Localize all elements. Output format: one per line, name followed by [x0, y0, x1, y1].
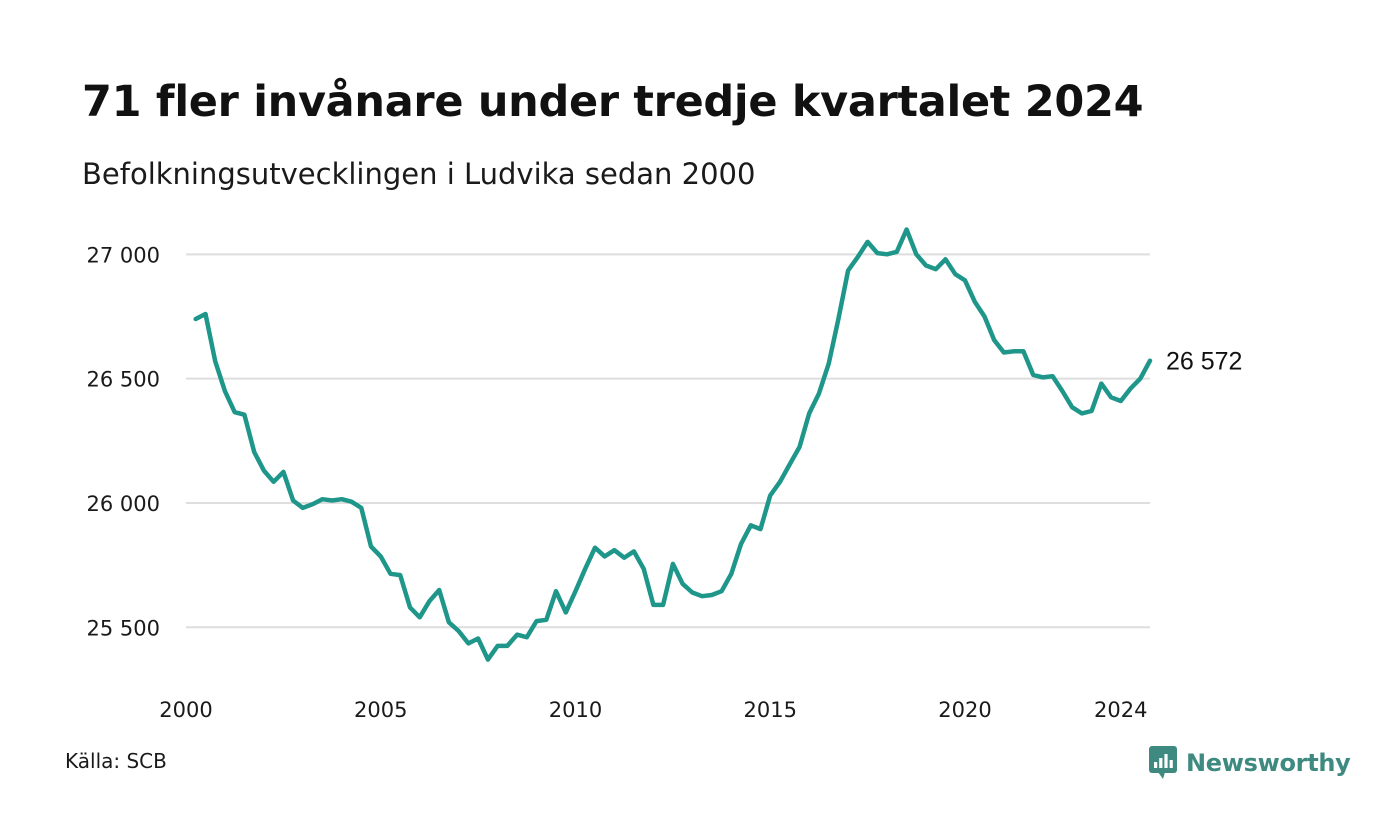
chart-title: 71 fler invånare under tredje kvartalet …	[82, 77, 1144, 127]
end-value-label: 26 572	[1166, 348, 1242, 376]
chart-subtitle: Befolkningsutvecklingen i Ludvika sedan …	[82, 157, 756, 191]
x-tick-label: 2010	[549, 698, 602, 722]
y-tick-label: 26 000	[87, 492, 160, 516]
gridlines	[186, 253, 1150, 629]
newsworthy-logo: Newsworthy	[1148, 743, 1351, 783]
y-tick-label: 25 500	[87, 616, 160, 640]
y-tick-label: 27 000	[87, 243, 160, 267]
bar-chart-speech-bubble-icon	[1149, 746, 1177, 779]
y-tick-label: 26 500	[87, 368, 160, 392]
y-axis-tick-labels: 25 500 26 000 26 500 27 000	[87, 243, 160, 640]
source-note: Källa: SCB	[65, 749, 167, 773]
x-tick-label: 2005	[354, 698, 407, 722]
brand-name: Newsworthy	[1186, 749, 1351, 777]
x-tick-label: 2000	[159, 698, 212, 722]
population-series-line	[193, 227, 1153, 662]
x-tick-label: 2020	[938, 698, 991, 722]
x-axis-tick-labels: 2000 2005 2010 2015 2020 2024	[159, 698, 1147, 722]
x-tick-label: 2015	[744, 698, 797, 722]
x-tick-label: 2024	[1094, 698, 1147, 722]
